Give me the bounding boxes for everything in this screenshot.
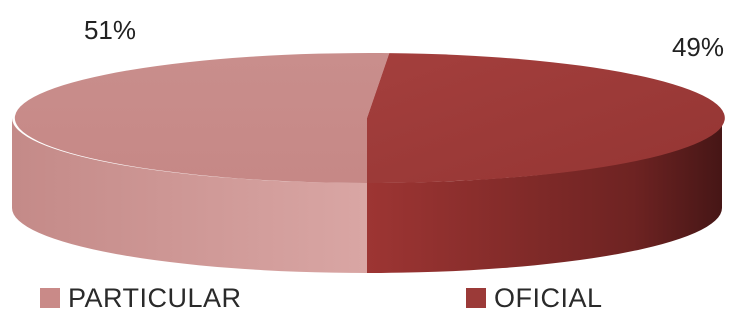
legend-item-particular: PARTICULAR bbox=[40, 281, 242, 315]
pie-slice-oficial bbox=[367, 53, 725, 184]
pie-slice-side-particular bbox=[12, 118, 367, 273]
legend-item-oficial: OFICIAL bbox=[466, 281, 603, 315]
legend-swatch-particular bbox=[40, 288, 60, 308]
legend-label-oficial: OFICIAL bbox=[494, 282, 603, 313]
data-label-particular: 51% bbox=[84, 15, 136, 45]
pie-slice-particular bbox=[14, 53, 390, 183]
legend-swatch-oficial bbox=[466, 288, 486, 308]
pie-slice-side-oficial bbox=[367, 118, 722, 273]
data-label-oficial: 49% bbox=[672, 32, 724, 62]
legend-label-particular: PARTICULAR bbox=[68, 282, 242, 313]
